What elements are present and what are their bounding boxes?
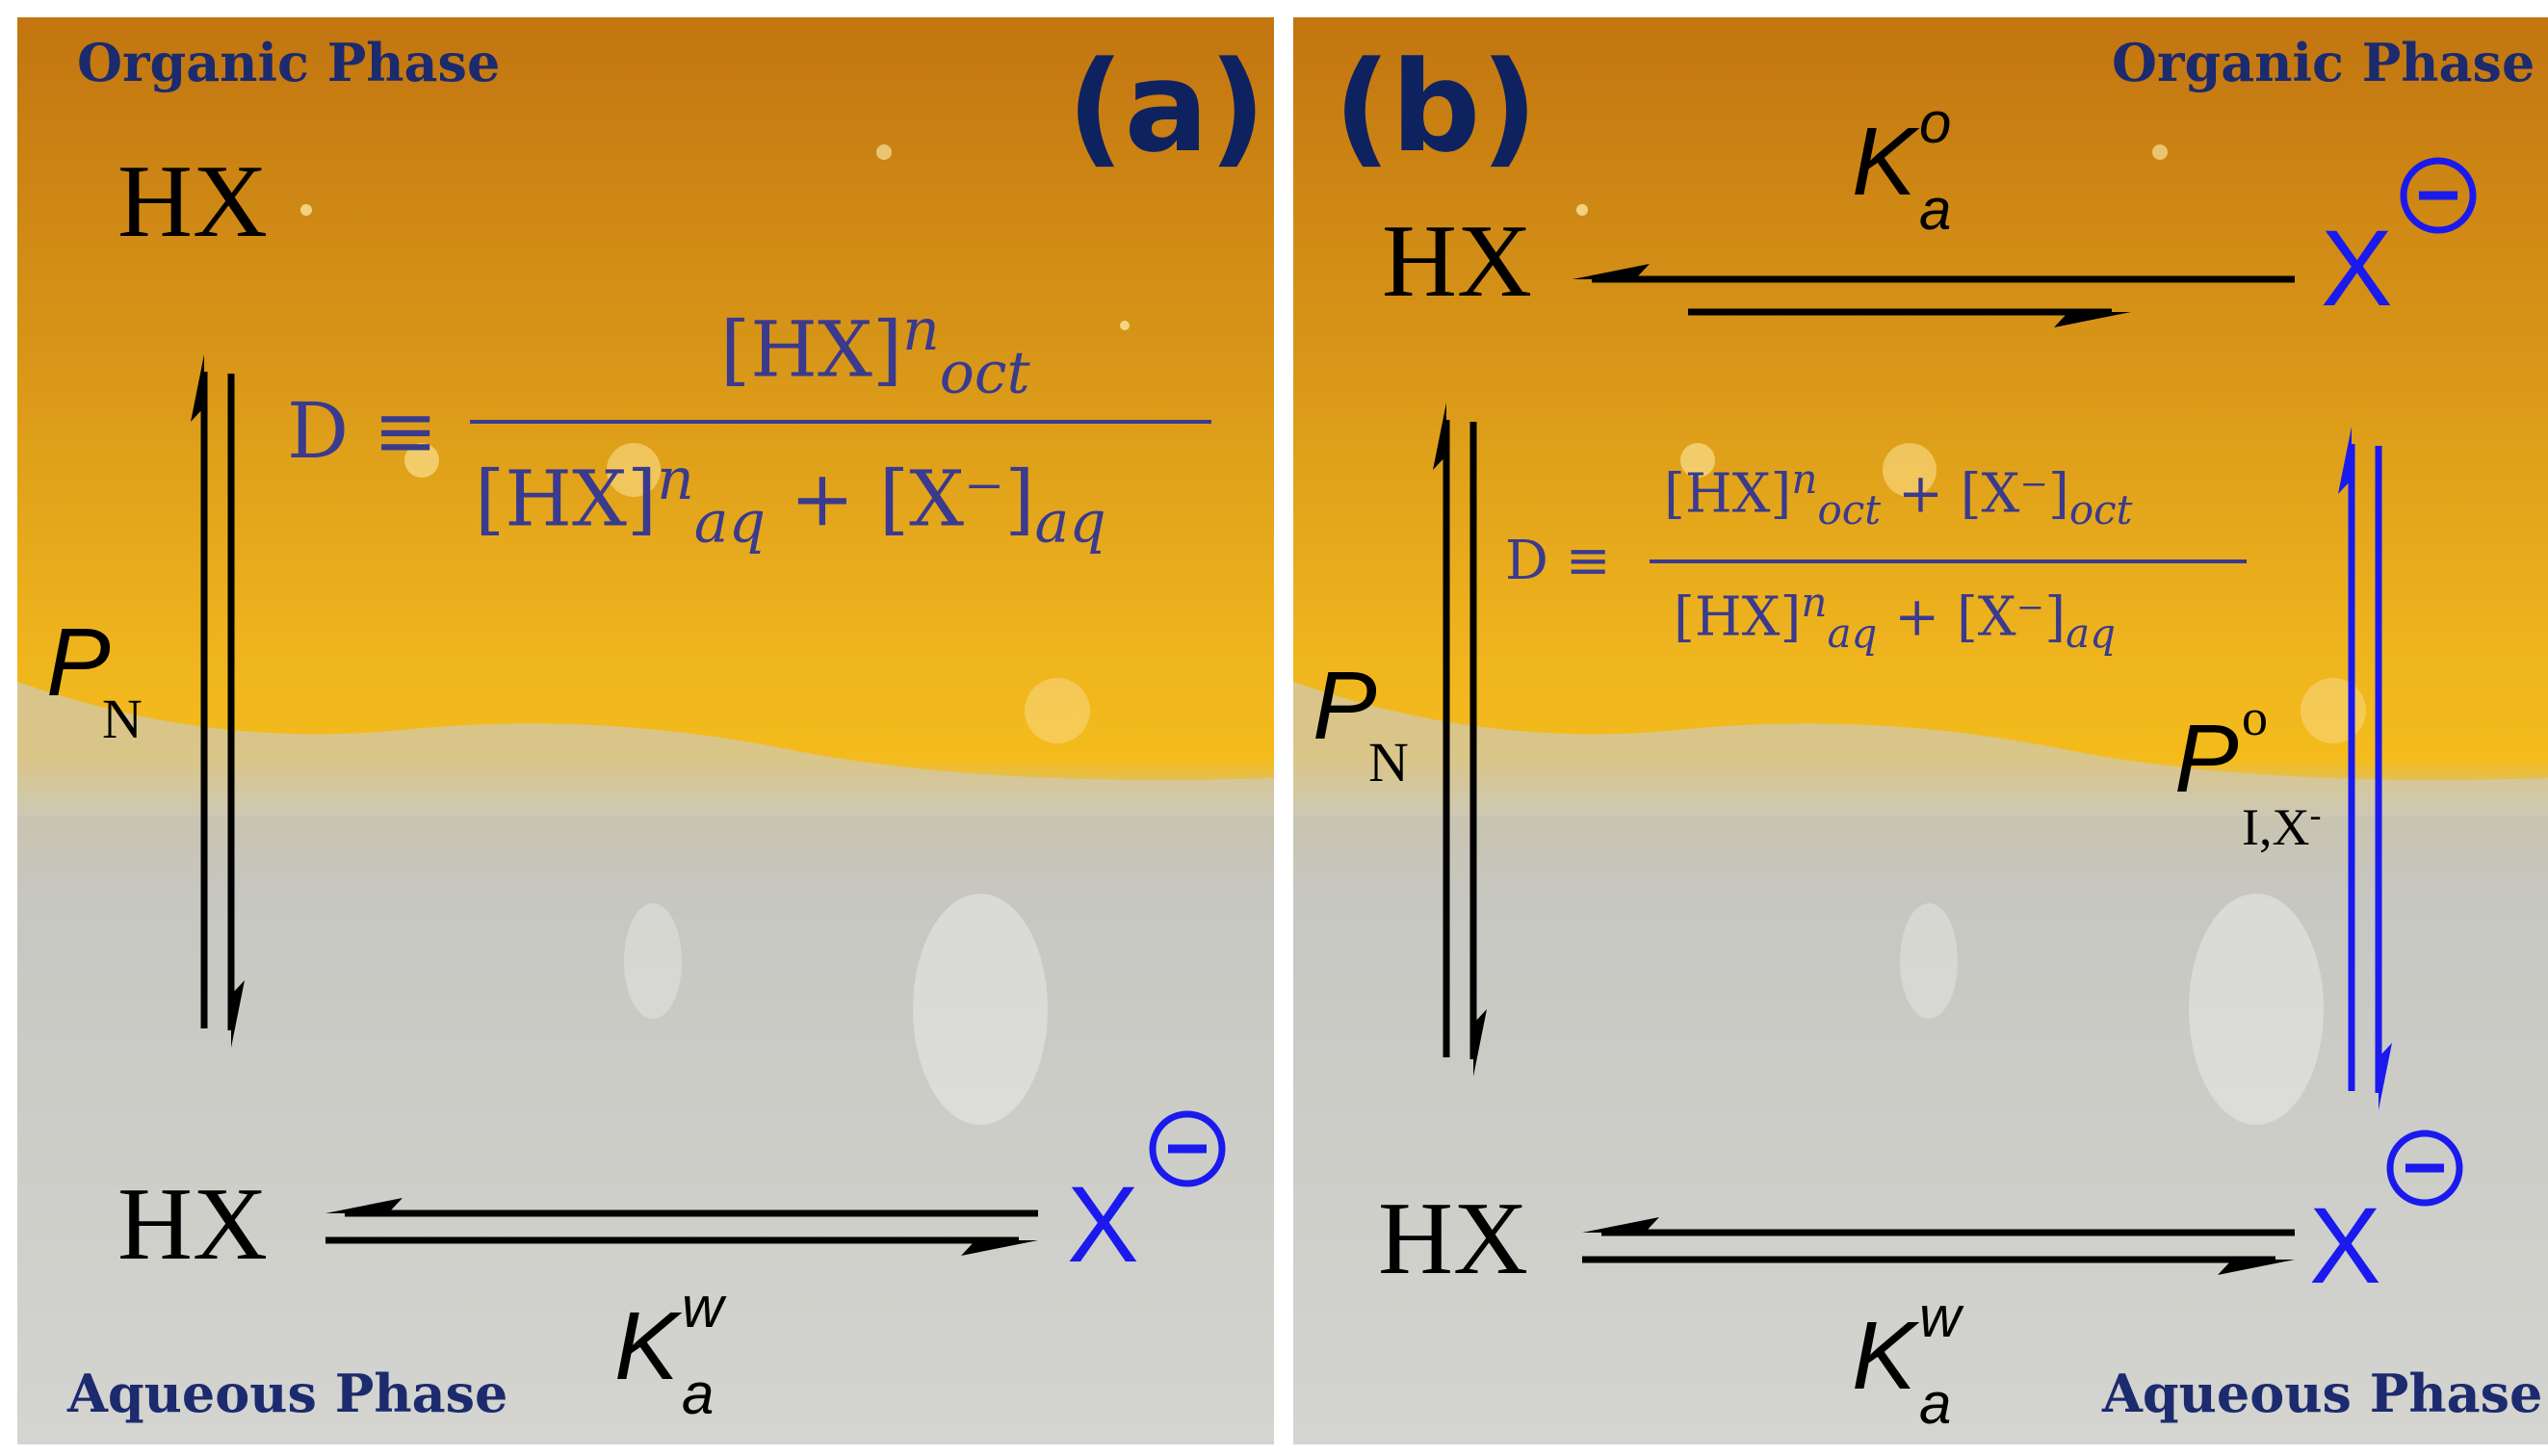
ka-aqueous-superscript: w: [1919, 1285, 1962, 1349]
formula-fraction-bar: [1650, 559, 2247, 563]
ka-subscript: a: [682, 1362, 715, 1426]
aqueous-phase-label: Aqueous Phase: [2102, 1363, 2543, 1424]
organic-phase-label: Organic Phase: [2112, 32, 2535, 93]
ka-aqueous-symbol: K: [1852, 1302, 1916, 1410]
distribution-formula: D ≡ [HX]noct [HX]naq + [X⁻]aq: [287, 287, 1231, 605]
distribution-formula: D ≡ [HX]noct + [X⁻]oct [HX]naq + [X⁻]aq: [1505, 455, 2333, 706]
panel-a: Organic Phase Aqueous Phase (a) HX HX X …: [17, 17, 1274, 1444]
hx-organic: HX: [117, 144, 268, 259]
organic-horizontal-equilibrium-arrow: [1573, 264, 2295, 327]
formula-lhs: D ≡: [287, 386, 438, 476]
hx-aqueous: HX: [1378, 1182, 1528, 1296]
partition-ion-symbol: P: [2174, 705, 2239, 813]
hx-organic: HX: [1382, 204, 1532, 319]
anion-symbol: X: [2321, 208, 2393, 328]
formula-denominator: [HX]naq + [X⁻]aq: [475, 446, 1106, 557]
panel-label: (a): [1067, 34, 1266, 180]
formula-denominator: [HX]naq + [X⁻]aq: [1674, 579, 2117, 657]
aqueous-phase-label: Aqueous Phase: [67, 1363, 508, 1424]
ka-aqueous-subscript: a: [1919, 1371, 1952, 1436]
neutral-vertical-equilibrium-arrow: [1433, 403, 1487, 1077]
ka-organic-symbol: K: [1852, 108, 1916, 216]
anion-organic: X: [2321, 215, 2393, 323]
phase-background-photo: [1293, 17, 2548, 1444]
panel-label: (b): [1334, 34, 1538, 180]
anion-aqueous: X: [1067, 1171, 1139, 1279]
formula-numerator: [HX]noct + [X⁻]oct: [1664, 455, 2133, 533]
negative-charge-icon: [1149, 1110, 1226, 1187]
organic-phase-label: Organic Phase: [77, 32, 501, 93]
anion-symbol: X: [2309, 1185, 2381, 1306]
ka-organic-subscript: a: [1919, 177, 1952, 242]
anion-symbol: X: [1067, 1164, 1139, 1285]
anion-aqueous: X: [2309, 1192, 2381, 1300]
hx-aqueous: HX: [117, 1167, 268, 1282]
ka-organic-superscript: o: [1919, 91, 1952, 155]
partition-ion-superscript: o: [2242, 689, 2268, 746]
partition-neutral-symbol: P: [1313, 652, 1377, 760]
partition-ion-subscript: I,X-: [2242, 795, 2322, 856]
phase-background-photo: [17, 17, 1274, 1444]
ka-superscript: w: [682, 1275, 724, 1339]
partition-symbol: P: [46, 609, 111, 716]
formula-fraction-bar: [470, 420, 1211, 424]
ka-symbol: K: [614, 1292, 679, 1400]
formula-numerator: [HX]noct: [720, 297, 1030, 407]
partition-subscript: N: [102, 688, 143, 750]
ion-vertical-equilibrium-arrow: [2338, 427, 2392, 1110]
horizontal-equilibrium-arrow: [325, 1198, 1038, 1256]
partition-neutral-subscript: N: [1368, 731, 1409, 793]
formula-lhs: D ≡: [1505, 530, 1611, 592]
vertical-equilibrium-arrow: [191, 354, 245, 1048]
panel-b: Organic Phase Aqueous Phase (b) HX HX X …: [1293, 17, 2548, 1444]
negative-charge-icon: [2386, 1130, 2463, 1207]
aqueous-horizontal-equilibrium-arrow: [1582, 1217, 2295, 1275]
negative-charge-icon: [2400, 157, 2477, 234]
